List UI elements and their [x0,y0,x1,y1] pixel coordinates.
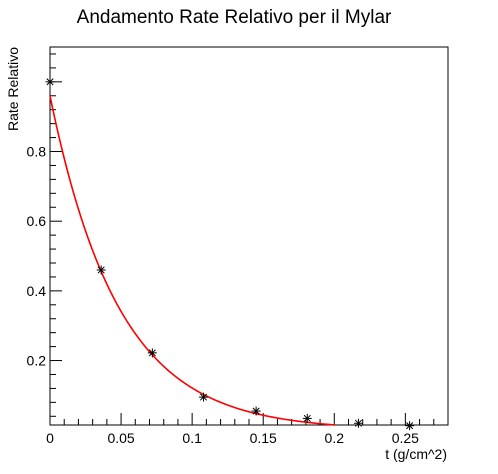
tick-labels: 0 0.05 0.1 0.15 0.2 0.25 0.2 0.4 0.6 0.8 [27,144,420,446]
y-tick-label: 0.4 [27,283,47,299]
x-tick-label: 0.1 [182,430,202,446]
x-tick-label: 0 [46,430,54,446]
plot-frame [49,46,449,426]
data-point [405,421,415,431]
y-tick-label: 0.8 [27,144,47,160]
data-point [251,406,261,416]
data-point [302,413,312,423]
data-point [199,392,209,402]
x-tick-label: 0.05 [107,430,134,446]
y-tick-label: 0.6 [27,213,47,229]
x-tick-label: 0.25 [392,430,419,446]
data-point [45,77,55,87]
fit-curve [49,95,335,426]
x-tick-label: 0.2 [325,430,345,446]
data-points [45,77,415,431]
chart-title: Andamento Rate Relativo per il Mylar [77,7,392,28]
axis-ticks [49,53,449,425]
data-point [353,418,363,428]
y-axis-label: Rate Relativo [5,47,21,131]
y-tick-label: 0.2 [27,353,47,369]
data-point [96,265,106,275]
data-point [147,348,157,358]
x-axis-label: t (g/cm^2) [385,446,447,462]
x-tick-label: 0.15 [250,430,277,446]
